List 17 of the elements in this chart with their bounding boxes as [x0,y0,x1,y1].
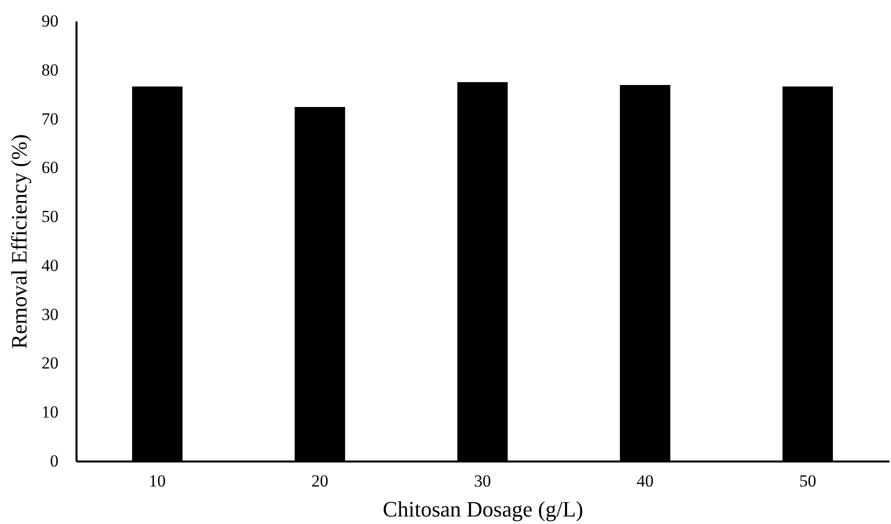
y-tick-label: 40 [42,256,58,275]
y-tick-label: 60 [42,158,58,178]
x-tick-label: 10 [148,472,166,490]
x-tick-label: 30 [474,472,491,490]
y-tick-label: 50 [42,207,58,226]
y-tick-label: 70 [42,109,58,128]
x-axis-title: Chitosan Dosage (g/L) [382,496,584,522]
y-tick-label: 20 [42,354,58,373]
x-tick-label: 20 [311,472,328,490]
y-tick-label: 90 [42,12,58,30]
y-tick-label: 30 [42,304,58,324]
x-tick-label: 40 [636,472,654,490]
y-tick-label: 80 [42,60,58,80]
x-tick-label: 50 [799,472,816,490]
y-axis-title: Removal Efficiency (%) [6,134,32,349]
y-tick-label: 10 [42,402,58,422]
y-tick-label: 0 [50,452,58,470]
